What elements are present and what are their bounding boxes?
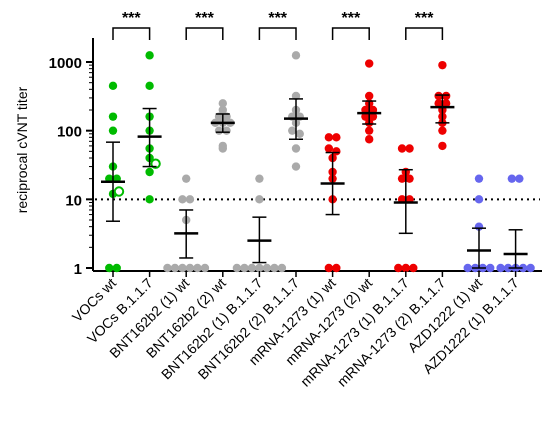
y-tick-label: 100 — [57, 124, 82, 141]
data-point — [163, 263, 172, 273]
data-point — [108, 126, 118, 135]
data-point — [401, 263, 410, 273]
data-point — [178, 263, 187, 273]
data-point — [368, 112, 378, 121]
data-point — [218, 144, 227, 153]
data-point — [145, 195, 154, 204]
data-point — [507, 174, 517, 183]
data-point — [332, 263, 341, 273]
significance-label: *** — [122, 10, 141, 27]
significance-label: *** — [268, 10, 287, 27]
data-point — [108, 112, 118, 121]
data-point — [262, 263, 272, 273]
data-point — [434, 91, 443, 101]
data-point — [182, 174, 191, 183]
data-point — [397, 144, 407, 153]
data-point — [255, 263, 264, 273]
data-point — [365, 91, 374, 101]
comparison-bracket — [258, 27, 297, 40]
y-tick-label: 10 — [65, 192, 82, 209]
data-point — [503, 263, 513, 273]
data-point — [291, 91, 301, 101]
data-point — [200, 263, 210, 273]
data-point — [496, 263, 505, 273]
data-point — [247, 263, 257, 273]
data-point — [214, 126, 224, 135]
data-point — [474, 174, 484, 183]
data-point — [295, 129, 304, 139]
data-point — [441, 91, 451, 101]
data-point — [394, 263, 403, 273]
data-point — [438, 126, 447, 135]
comparison-bracket — [185, 27, 224, 40]
data-point — [332, 147, 341, 156]
open-data-point — [113, 186, 125, 197]
data-point — [515, 174, 524, 183]
data-point — [108, 81, 118, 91]
data-point — [185, 263, 195, 273]
comparison-bracket — [112, 27, 151, 40]
data-point — [193, 263, 202, 273]
data-point — [218, 105, 227, 115]
data-point — [277, 263, 287, 273]
data-point — [405, 144, 414, 153]
data-point — [232, 263, 242, 273]
data-point — [365, 135, 374, 144]
data-point — [361, 112, 370, 121]
data-groups — [101, 51, 535, 273]
data-point — [145, 81, 154, 91]
data-point — [526, 263, 535, 273]
comparison-bracket — [331, 27, 370, 40]
y-axis-label: reciprocal cVNT titer — [14, 86, 30, 213]
data-point — [178, 195, 187, 204]
data-point — [405, 174, 414, 183]
data-point — [438, 60, 447, 70]
data-point — [291, 51, 301, 60]
data-point — [218, 99, 227, 108]
data-point — [222, 126, 231, 135]
data-point — [441, 99, 451, 108]
data-point — [112, 263, 121, 273]
data-point — [518, 263, 528, 273]
data-point — [170, 263, 180, 273]
data-point — [185, 195, 195, 204]
y-tick-label: 1 — [74, 261, 82, 278]
data-point — [324, 144, 334, 153]
data-point — [145, 167, 154, 177]
data-point — [332, 133, 341, 142]
y-tick-label: 1000 — [49, 55, 82, 72]
data-point — [255, 174, 264, 183]
data-point — [486, 263, 495, 273]
data-point — [240, 263, 249, 273]
data-point — [288, 126, 297, 135]
data-point — [397, 174, 407, 183]
data-point — [434, 99, 443, 108]
y-ticks: 1 10 100 1000 — [49, 55, 93, 278]
data-point — [324, 263, 334, 273]
data-point — [365, 126, 374, 135]
data-point — [291, 162, 301, 171]
data-point — [474, 195, 484, 204]
data-point — [291, 144, 301, 153]
data-point — [324, 133, 334, 142]
data-point — [365, 59, 374, 68]
data-point — [105, 263, 114, 273]
data-point — [270, 263, 279, 273]
data-point — [255, 195, 264, 204]
significance-brackets: *** *** *** *** *** — [112, 10, 444, 40]
comparison-bracket — [405, 27, 444, 40]
significance-label: *** — [415, 10, 434, 27]
data-point — [409, 263, 418, 273]
significance-label: *** — [195, 10, 214, 27]
data-point — [145, 51, 154, 60]
significance-label: *** — [342, 10, 361, 27]
data-point — [438, 141, 447, 151]
data-point — [463, 263, 472, 273]
